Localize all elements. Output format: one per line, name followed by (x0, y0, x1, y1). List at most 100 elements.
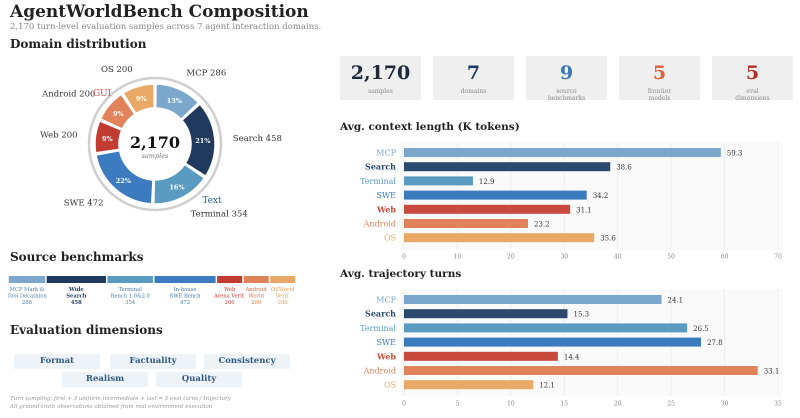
bar-terminal (404, 323, 688, 333)
donut-label-mcp: MCP 286 (186, 69, 226, 79)
y-category-label: SWE (376, 338, 396, 347)
footnote-turn-sampling: Turn sampling: first + 3 uniform interme… (10, 396, 231, 402)
source-benchmark-segment (8, 276, 46, 283)
y-category-label: MCP (376, 296, 396, 305)
bar-value-label: 26.5 (693, 325, 709, 333)
donut-label-os: OS 200 (101, 65, 133, 75)
source-benchmark-segment (270, 276, 296, 283)
eval-dimension-consistency: Consistency (204, 354, 290, 369)
source-benchmark-label: SWE Bench (170, 294, 201, 300)
x-tick-label: 0 (402, 253, 406, 260)
eval-dimension-quality: Quality (156, 372, 242, 387)
donut-group-label-gui: GUI (93, 89, 112, 99)
source-benchmark-label: Wide (68, 287, 84, 293)
source-benchmark-segment (154, 276, 216, 283)
donut-slice-pct: 21% (195, 137, 211, 145)
donut-slice-web (94, 119, 123, 154)
donut-slice-search (180, 103, 216, 178)
y-category-label: Search (365, 162, 396, 172)
source-benchmark-label: Tool Decathlon (8, 294, 47, 300)
y-category-label: Android (363, 367, 396, 376)
stat-label: samples (368, 88, 393, 95)
x-tick-label: 60 (721, 253, 729, 260)
donut-group-label-text: Text (202, 196, 222, 206)
source-benchmark-label: Search (66, 294, 86, 300)
bar-terminal (404, 176, 473, 186)
stat-card-benchmarks: 9 source benchmarks (526, 56, 607, 102)
source-benchmark-label: Terminal (119, 287, 143, 293)
source-benchmark-label: 200 (278, 300, 288, 306)
source-benchmark-label: Arena Verif. (213, 294, 246, 300)
y-category-label: Terminal (360, 177, 396, 186)
domain-distribution-heading: Domain distribution (10, 37, 147, 51)
source-benchmarks-heading: Source benchmarks (10, 250, 144, 264)
y-category-label: SWE (376, 191, 396, 200)
source-benchmark-label: Web (224, 287, 236, 293)
stat-value: 5 (652, 62, 667, 84)
bar-value-label: 23.2 (534, 221, 550, 229)
donut-center-value: 2,170 (130, 133, 180, 152)
y-category-label: Web (376, 351, 396, 361)
source-benchmark-label: MCP Mark & (10, 287, 45, 293)
donut-outer-ring (87, 76, 223, 212)
bar-value-label: 12.9 (479, 178, 495, 186)
donut-label-android: Android 200 (41, 90, 95, 100)
bar-value-label: 34.2 (593, 192, 609, 200)
x-tick-label: 10 (507, 400, 515, 407)
source-benchmark-label: 472 (180, 300, 190, 306)
source-benchmark-label: 200 (225, 300, 235, 306)
bar-android (404, 366, 758, 375)
page-title: AgentWorldBench Composition (10, 2, 309, 22)
y-category-label: OS (384, 381, 396, 390)
bar-mcp (404, 148, 721, 157)
donut-slice-pct: 9% (113, 110, 125, 118)
donut-label-terminal: Terminal 354 (191, 209, 248, 219)
eval-dimension-factuality: Factuality (110, 354, 196, 369)
source-benchmark-label: 458 (71, 300, 82, 306)
stat-value: 5 (745, 62, 760, 84)
x-tick-label: 20 (507, 253, 515, 260)
source-benchmark-label: 286 (22, 300, 32, 306)
source-benchmark-label: Android (245, 287, 268, 293)
bar-value-label: 33.1 (764, 368, 780, 376)
source-benchmark-label: 354 (125, 300, 136, 306)
x-tick-label: 20 (614, 400, 622, 407)
donut-label-search: Search 458 (233, 134, 282, 144)
stat-label: eval dimensions (735, 88, 770, 102)
donut-slice-pct: 9% (102, 135, 114, 143)
donut-slice-pct: 13% (167, 97, 183, 105)
source-benchmark-label: In-house (174, 287, 197, 293)
donut-slice-pct: 22% (116, 177, 132, 185)
donut-label-web: Web 200 (40, 130, 77, 140)
source-benchmark-label: 200 (251, 300, 261, 306)
stat-card-eval-dimensions: 5 eval dimensions (712, 56, 793, 102)
bar-value-label: 14.4 (564, 353, 580, 361)
bar-value-label: 15.3 (573, 311, 589, 319)
bar-android (404, 219, 528, 228)
donut-slice-pct: 16% (169, 184, 185, 192)
donut-slice-os (122, 83, 156, 115)
source-benchmark-label: Verif. (275, 294, 290, 300)
y-category-label: MCP (376, 149, 396, 158)
bar-search (404, 162, 611, 172)
x-tick-label: 30 (721, 400, 729, 407)
x-tick-label: 15 (560, 400, 568, 407)
x-tick-label: 0 (402, 400, 406, 407)
bar-value-label: 59.3 (727, 150, 743, 158)
bar-value-label: 31.1 (576, 206, 592, 214)
x-tick-label: 10 (454, 253, 462, 260)
donut-slice-pct: 9% (136, 95, 148, 103)
eval-dimension-format: Format (14, 354, 100, 369)
source-benchmark-segment (46, 276, 106, 283)
x-tick-label: 40 (614, 253, 622, 260)
stat-value: 7 (466, 62, 481, 84)
source-benchmark-segment (107, 276, 153, 283)
donut-slice-swe (95, 149, 154, 205)
bar-value-label: 38.6 (616, 164, 632, 172)
bar-mcp (404, 295, 662, 304)
bar-swe (404, 190, 587, 200)
x-tick-label: 35 (774, 400, 782, 407)
donut-slice-terminal (153, 163, 206, 205)
x-tick-label: 25 (667, 400, 675, 407)
